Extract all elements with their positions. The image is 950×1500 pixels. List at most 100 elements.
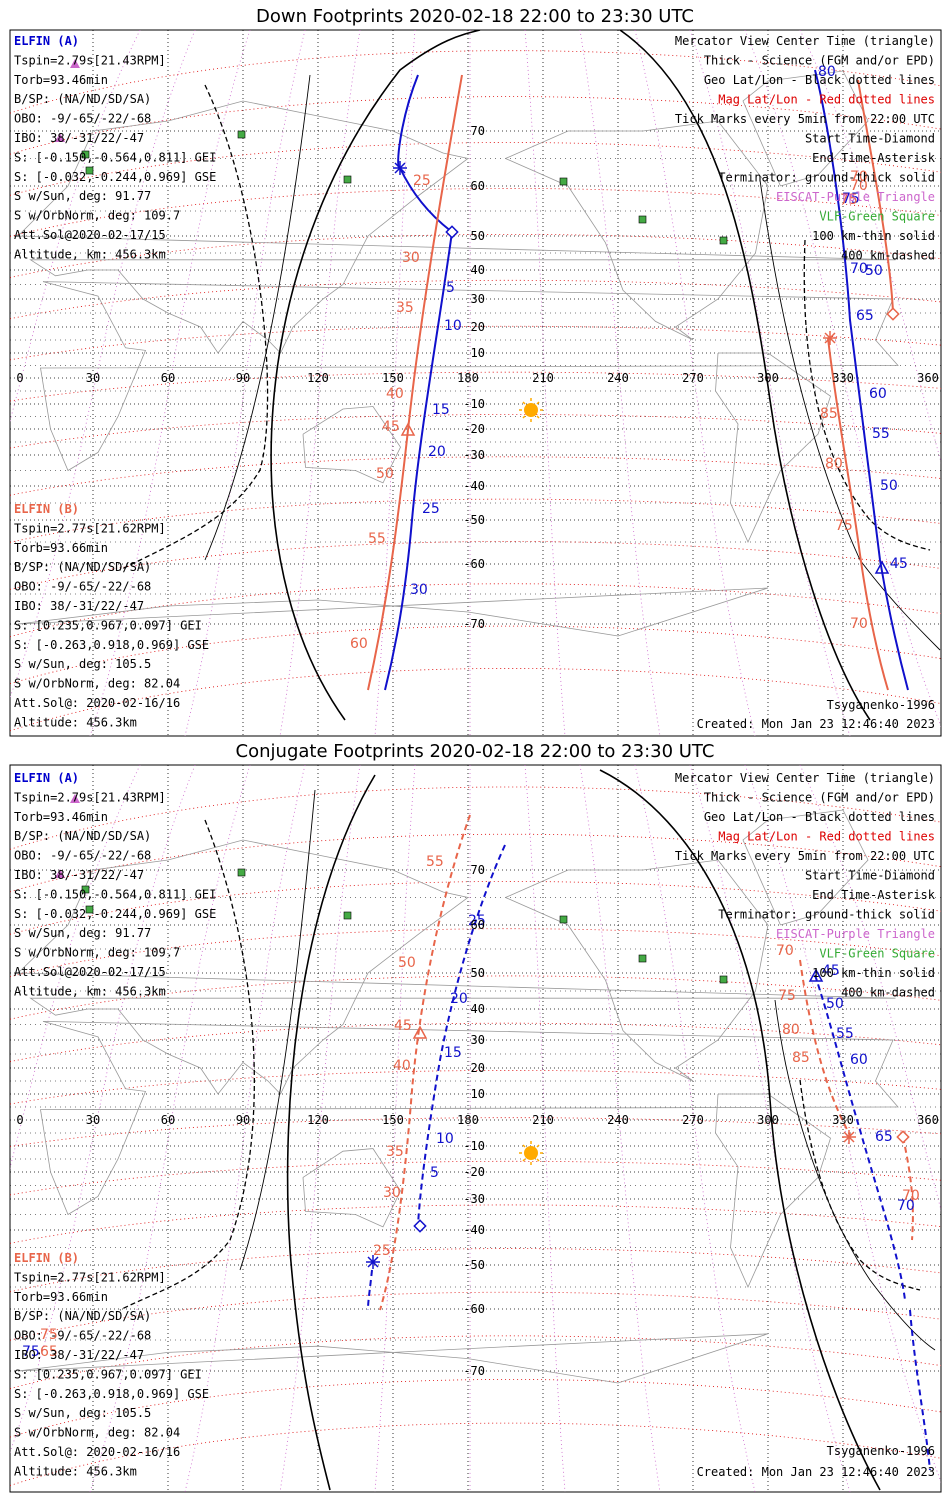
- model-label: Tsyganenko-1996: [827, 698, 935, 712]
- mag-meridian-line: [279, 30, 361, 736]
- created-label: Created: Mon Jan 23 12:46:40 2023: [697, 1465, 935, 1479]
- info-line: Tspin=2.77s[21.62RPM]: [14, 521, 166, 535]
- elfin-name: ELFIN (A): [14, 34, 79, 48]
- mag-latitude-line: [10, 583, 941, 638]
- lat-tick-label: -20: [463, 1165, 485, 1179]
- lat-tick-label: 50: [471, 229, 485, 243]
- trace-b-label: 70: [850, 616, 868, 632]
- elfin-b-trace-right: [827, 79, 894, 691]
- mag-latitude-line: [10, 1160, 941, 1196]
- coastline: [302, 1148, 401, 1228]
- trace-b-label: 80: [825, 456, 843, 472]
- legend-item: Thick - Science (FGM and/or EPD): [704, 54, 935, 68]
- lon-tick-label: 330: [832, 371, 854, 385]
- legend-item: EISCAT-Purple Triangle: [776, 190, 935, 204]
- trace-b-label: 55: [426, 854, 444, 870]
- mag-meridian-line: [579, 30, 661, 736]
- legend-item: Start Time-Diamond: [805, 132, 935, 146]
- lon-tick-label: 90: [236, 371, 250, 385]
- info-line: B/SP: (NA/ND/SD/SA): [14, 92, 151, 106]
- legend-item: 400 km-dashed: [841, 249, 935, 263]
- trace-a-label: 30: [410, 582, 428, 598]
- mag-meridian-line: [374, 765, 416, 1492]
- triangle-icon: [55, 133, 65, 142]
- trace-a-label: 20: [450, 991, 468, 1007]
- trace-a-label: 50: [880, 478, 898, 494]
- lat-tick-label: 20: [471, 320, 485, 334]
- info-line: B/SP: (NA/ND/SD/SA): [14, 829, 151, 843]
- lat-tick-label: 60: [471, 918, 485, 932]
- vlf-stations: [81, 130, 728, 245]
- info-line: Torb=93.46min: [14, 73, 108, 87]
- mag-latitude-line: [10, 1291, 941, 1341]
- square-icon: [559, 177, 568, 186]
- trace-a-label: 5: [446, 280, 455, 296]
- mag-latitude-line: [10, 1022, 941, 1063]
- info-line: Torb=93.46min: [14, 810, 108, 824]
- info-line: OBO: -9/-65/-22/-68: [14, 1329, 151, 1343]
- sun-icon: [519, 1141, 543, 1165]
- diamond-icon: [886, 307, 900, 321]
- coastline: [17, 1333, 769, 1384]
- lon-tick-label: 90: [236, 1113, 250, 1127]
- info-line: Att.Sol@: 2020-02-16/16: [14, 1445, 180, 1459]
- info-line: Altitude: 456.3km: [14, 715, 137, 729]
- trace-a-label: 60: [850, 1052, 868, 1068]
- elfin-b-info: ELFIN (B) Tspin=2.77s[21.62RPM] Torb=93.66…: [14, 502, 209, 729]
- legend-item: Terminator: ground-thick solid: [718, 171, 935, 185]
- mag-latitude-line: [10, 188, 941, 237]
- trace-b-label: 45: [382, 419, 400, 435]
- lon-tick-label: 150: [382, 371, 404, 385]
- mag-meridian-line: [744, 30, 941, 727]
- mag-meridian-line: [184, 765, 306, 1492]
- legend-item: Mag Lat/Lon - Red dotted lines: [718, 830, 935, 844]
- panel-title: Down Footprints 2020-02-18 22:00 to 23:3…: [256, 6, 694, 27]
- mag-meridian-line: [689, 765, 851, 1492]
- lat-tick-label: -20: [463, 422, 485, 436]
- legend-item: Start Time-Diamond: [805, 869, 935, 883]
- trace-a-label: 10: [444, 318, 462, 334]
- mag-meridian-line: [89, 765, 251, 1492]
- trace-b-label: 40: [393, 1058, 411, 1074]
- lat-tick-label: 20: [471, 1061, 485, 1075]
- lat-tick-label: 60: [471, 179, 485, 193]
- legend: Mercator View Center Time (triangle) Thic…: [675, 34, 936, 263]
- lon-tick-label: 120: [307, 371, 329, 385]
- lat-tick-label: -50: [463, 1258, 485, 1272]
- trace-a-label: 25: [468, 913, 486, 929]
- info-line: Tspin=2.77s[21.62RPM]: [14, 1270, 166, 1284]
- info-line: OBO: -9/-65/-22/-68: [14, 112, 151, 126]
- info-line: Torb=93.66min: [14, 1290, 108, 1304]
- coastline: [715, 352, 831, 543]
- trace-b-label: 30: [402, 250, 420, 266]
- terminator-ground-right: [599, 769, 881, 1491]
- coastline: [40, 281, 899, 472]
- terminator-400km-right: [799, 1079, 921, 1291]
- trace-a-label: 65: [875, 1129, 893, 1145]
- square-icon: [719, 236, 728, 245]
- lon-tick-label: 300: [757, 371, 779, 385]
- lon-tick-label: 150: [382, 1113, 404, 1127]
- square-icon: [81, 150, 90, 159]
- vlf-stations: [81, 868, 728, 984]
- trace-a-label: 70: [850, 261, 868, 277]
- asterisk-icon: [393, 161, 407, 175]
- elfin-name: ELFIN (A): [14, 771, 79, 785]
- lat-tick-label: -30: [463, 1192, 485, 1206]
- map-frame: [9, 764, 942, 1493]
- eiscat-stations: [55, 59, 80, 142]
- lat-tick-label: 70: [471, 124, 485, 138]
- trace-a-label: 50: [826, 996, 844, 1012]
- trace-b-label: 70: [850, 169, 868, 185]
- mag-latitude-line: [10, 668, 941, 732]
- terminator-ground: [286, 774, 376, 1491]
- mag-meridian-line: [689, 30, 851, 736]
- mag-grid: [10, 765, 941, 1492]
- terminator-ground-right: [619, 30, 871, 721]
- triangle-icon: [400, 422, 416, 436]
- mag-meridian-line: [89, 30, 251, 736]
- lat-tick-label: -70: [463, 617, 485, 631]
- terminator-100km-right: [759, 179, 941, 651]
- lon-tick-label: 240: [607, 1113, 629, 1127]
- coastlines: [17, 809, 899, 1384]
